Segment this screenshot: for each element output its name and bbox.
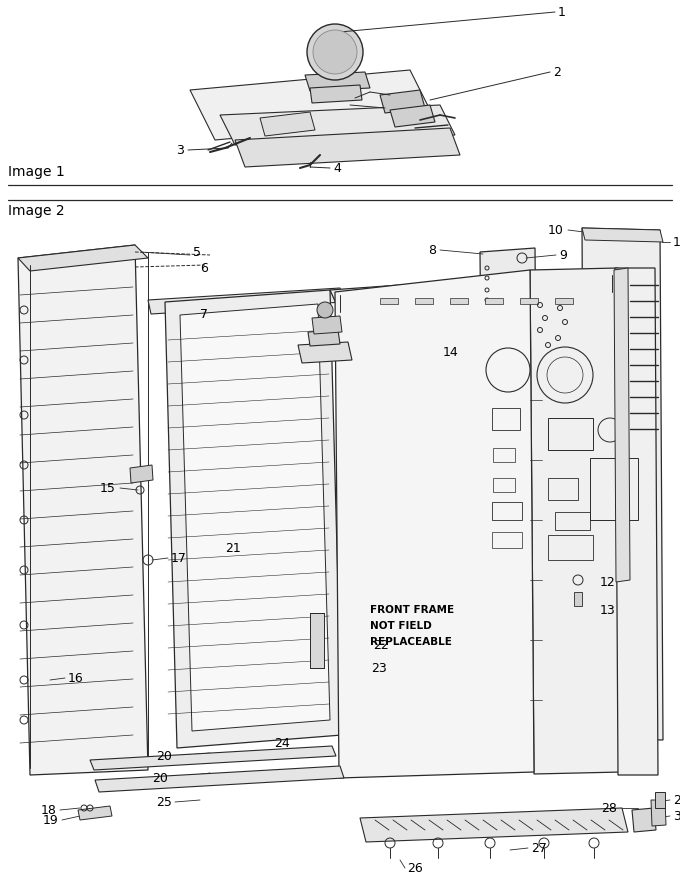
Text: 15: 15 xyxy=(100,481,116,495)
Bar xyxy=(310,613,324,668)
Text: 1: 1 xyxy=(558,5,566,18)
Text: 11: 11 xyxy=(673,236,680,248)
Bar xyxy=(548,478,578,500)
Polygon shape xyxy=(180,304,330,731)
Bar xyxy=(493,478,515,492)
Text: 2: 2 xyxy=(553,65,561,78)
Text: 12: 12 xyxy=(600,576,616,589)
Text: 26: 26 xyxy=(407,862,423,875)
Text: 23: 23 xyxy=(371,662,387,674)
Text: 20: 20 xyxy=(152,772,168,784)
Text: 14: 14 xyxy=(443,346,459,358)
Text: 19: 19 xyxy=(42,813,58,826)
Bar xyxy=(415,298,433,304)
Polygon shape xyxy=(651,800,666,826)
Bar xyxy=(493,448,515,462)
Circle shape xyxy=(307,24,363,80)
Polygon shape xyxy=(90,746,336,770)
Bar xyxy=(492,502,522,520)
Text: FRONT FRAME: FRONT FRAME xyxy=(370,605,454,615)
Bar xyxy=(555,512,590,530)
Text: 22: 22 xyxy=(373,639,389,651)
Text: 18: 18 xyxy=(41,803,57,817)
Polygon shape xyxy=(582,228,663,242)
Text: 30: 30 xyxy=(673,810,680,823)
Polygon shape xyxy=(530,268,622,774)
Polygon shape xyxy=(165,290,342,748)
Polygon shape xyxy=(18,245,148,775)
Text: 6: 6 xyxy=(200,261,208,275)
Circle shape xyxy=(313,30,357,74)
Text: 28: 28 xyxy=(601,802,617,815)
Polygon shape xyxy=(220,105,455,145)
Bar xyxy=(574,592,582,606)
Text: 9: 9 xyxy=(559,248,567,261)
Bar xyxy=(492,408,520,430)
Text: REPLACEABLE: REPLACEABLE xyxy=(370,637,452,647)
Polygon shape xyxy=(330,270,622,312)
Polygon shape xyxy=(305,72,370,91)
Text: 21: 21 xyxy=(225,541,241,554)
Polygon shape xyxy=(312,316,342,334)
Text: 25: 25 xyxy=(156,796,172,809)
Polygon shape xyxy=(380,90,425,113)
Polygon shape xyxy=(235,128,460,167)
Text: Image 1: Image 1 xyxy=(8,165,65,179)
Text: 24: 24 xyxy=(274,737,290,750)
Bar xyxy=(590,458,638,520)
Text: 29: 29 xyxy=(673,794,680,806)
Polygon shape xyxy=(190,70,435,140)
Text: 16: 16 xyxy=(68,671,84,685)
Bar xyxy=(555,298,573,304)
Polygon shape xyxy=(335,270,534,778)
Polygon shape xyxy=(582,228,663,740)
Text: Image 2: Image 2 xyxy=(8,204,65,218)
Polygon shape xyxy=(614,268,630,582)
Text: NOT FIELD: NOT FIELD xyxy=(370,621,432,631)
Polygon shape xyxy=(148,288,343,314)
Polygon shape xyxy=(390,105,435,127)
Bar xyxy=(655,792,665,808)
Bar xyxy=(450,298,468,304)
Polygon shape xyxy=(615,268,658,775)
Bar xyxy=(520,298,538,304)
Bar xyxy=(492,532,522,548)
Text: 13: 13 xyxy=(600,604,616,617)
Text: 5: 5 xyxy=(193,246,201,259)
Polygon shape xyxy=(632,808,656,832)
Circle shape xyxy=(317,302,333,318)
Text: 4: 4 xyxy=(333,162,341,174)
Polygon shape xyxy=(18,245,148,271)
Text: 17: 17 xyxy=(171,552,187,564)
Text: 20: 20 xyxy=(156,750,172,762)
Text: 7: 7 xyxy=(200,307,208,320)
Polygon shape xyxy=(95,766,344,792)
Polygon shape xyxy=(78,806,112,820)
Polygon shape xyxy=(480,248,538,586)
Text: 8: 8 xyxy=(428,244,436,256)
Bar xyxy=(548,418,593,450)
Bar xyxy=(548,535,593,560)
Polygon shape xyxy=(298,342,352,363)
Polygon shape xyxy=(130,465,153,483)
Polygon shape xyxy=(310,85,362,103)
Text: 27: 27 xyxy=(531,841,547,854)
Text: 10: 10 xyxy=(548,224,564,237)
Bar xyxy=(485,298,503,304)
Text: 3: 3 xyxy=(176,143,184,157)
Bar xyxy=(380,298,398,304)
Polygon shape xyxy=(360,808,628,842)
Polygon shape xyxy=(308,330,340,346)
Polygon shape xyxy=(260,112,315,136)
